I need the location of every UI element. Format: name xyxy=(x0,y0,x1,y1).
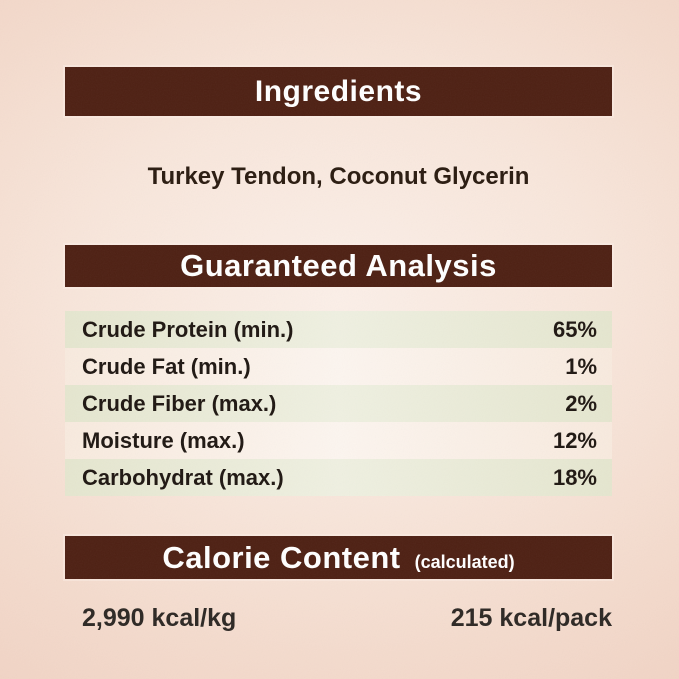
row-value: 18% xyxy=(552,464,597,490)
row-value: 12% xyxy=(552,427,597,453)
table-row: Carbohydrat (max.) 18% xyxy=(65,459,612,496)
row-label: Moisture (max.) xyxy=(82,427,245,453)
ingredients-header-title: Ingredients xyxy=(254,74,423,108)
calorie-content-header-group: Calorie Content (calculated) xyxy=(162,540,514,576)
ingredients-list: Turkey Tendon, Coconut Glycerin xyxy=(147,163,530,190)
calorie-content-header-bar: Calorie Content (calculated) xyxy=(65,536,612,579)
row-value: 2% xyxy=(565,390,597,416)
table-row: Crude Fiber (max.) 2% xyxy=(65,385,612,422)
calorie-content-header-title: Calorie Content xyxy=(162,539,401,575)
calories-per-pack: 215 kcal/pack xyxy=(450,604,612,632)
row-value: 1% xyxy=(565,353,597,379)
guaranteed-analysis-header-title: Guaranteed Analysis xyxy=(180,248,497,283)
guaranteed-analysis-header-bar: Guaranteed Analysis xyxy=(65,245,612,287)
table-row: Moisture (max.) 12% xyxy=(65,422,612,459)
row-label: Crude Protein (min.) xyxy=(82,316,294,342)
ingredients-header-bar: Ingredients xyxy=(65,67,612,116)
row-label: Crude Fat (min.) xyxy=(82,353,251,379)
calorie-content-header-note: (calculated) xyxy=(414,551,515,572)
table-row: Crude Protein (min.) 65% xyxy=(65,311,612,348)
row-label: Crude Fiber (max.) xyxy=(82,390,277,416)
row-value: 65% xyxy=(552,316,597,342)
calories-per-kg: 2,990 kcal/kg xyxy=(82,604,237,632)
guaranteed-analysis-table: Crude Protein (min.) 65% Crude Fat (min.… xyxy=(65,311,612,496)
row-label: Carbohydrat (max.) xyxy=(82,464,284,490)
table-row: Crude Fat (min.) 1% xyxy=(65,348,612,385)
calorie-values-row: 2,990 kcal/kg 215 kcal/pack xyxy=(65,604,612,633)
